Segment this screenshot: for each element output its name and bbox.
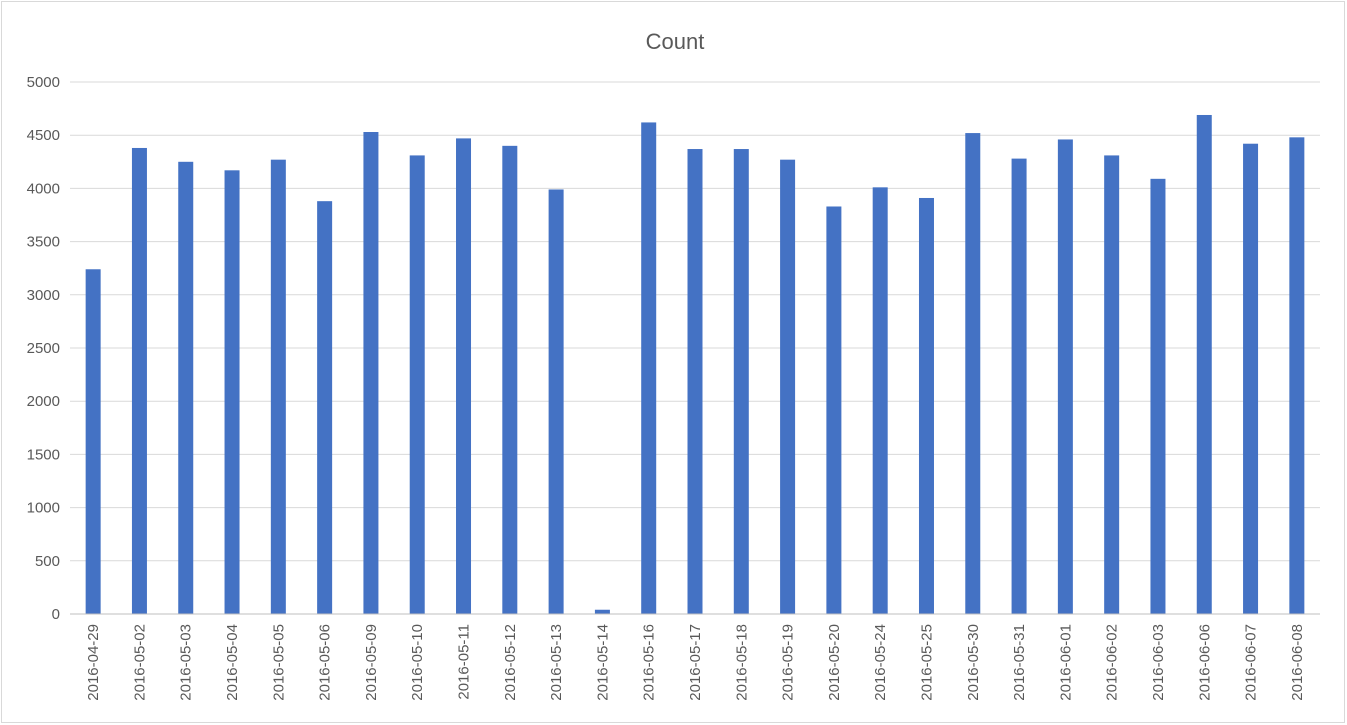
bar [131, 147, 147, 614]
x-tick-label: 2016-06-03 [1150, 624, 1167, 701]
bar [363, 132, 379, 614]
bar [317, 201, 333, 614]
x-tick-label: 2016-05-14 [594, 624, 611, 701]
y-tick-label: 0 [52, 606, 60, 623]
bar [548, 189, 564, 615]
y-tick-label: 5000 [27, 74, 60, 91]
bar [502, 145, 518, 614]
y-tick-label: 2000 [27, 393, 60, 410]
y-tick-label: 2500 [27, 340, 60, 357]
x-tick-label: 2016-05-17 [687, 624, 704, 701]
x-tick-label: 2016-05-19 [780, 624, 797, 701]
y-tick-label: 4500 [27, 127, 60, 144]
bar [224, 170, 240, 614]
bar [1011, 158, 1027, 614]
bar [1289, 137, 1305, 614]
bar [918, 197, 934, 614]
x-tick-label: 2016-05-13 [548, 624, 565, 701]
bar [641, 122, 657, 614]
bar [965, 133, 981, 614]
x-tick-label: 2016-05-03 [178, 624, 195, 701]
x-tick-label: 2016-05-10 [409, 624, 426, 701]
x-tick-label: 2016-05-12 [502, 624, 519, 701]
bar [1104, 155, 1120, 614]
bar [594, 609, 610, 614]
x-tick-label: 2016-05-09 [363, 624, 380, 701]
bars [85, 114, 1305, 615]
x-tick-label: 2016-05-24 [872, 624, 889, 701]
y-axis-tick-labels: 0 500 1000 1500 2000 2500 3000 3500 4000 4500 5000 [27, 74, 60, 623]
bar [1057, 139, 1073, 614]
x-tick-label: 2016-04-29 [85, 624, 102, 701]
bar [780, 159, 796, 614]
x-tick-label: 2016-05-30 [965, 624, 982, 701]
y-tick-label: 1500 [27, 446, 60, 463]
x-tick-label: 2016-05-31 [1011, 624, 1028, 701]
x-tick-label: 2016-05-25 [918, 624, 935, 701]
bar [826, 206, 842, 614]
bar [733, 149, 749, 615]
chart-title: Count [646, 29, 705, 54]
y-tick-label: 3000 [27, 287, 60, 304]
bar [178, 161, 194, 615]
bar [872, 187, 888, 614]
bar [687, 149, 703, 615]
x-tick-label: 2016-06-08 [1289, 624, 1306, 701]
y-tick-label: 3500 [27, 234, 60, 251]
x-tick-label: 2016-05-02 [131, 624, 148, 701]
x-tick-label: 2016-05-05 [270, 624, 287, 701]
x-tick-label: 2016-05-20 [826, 624, 843, 701]
bar [409, 155, 425, 614]
x-tick-label: 2016-05-18 [733, 624, 750, 701]
x-axis-tick-labels: 2016-04-29 2016-05-02 2016-05-03 2016-05-04… [85, 624, 1306, 701]
bar [85, 269, 101, 614]
bar [270, 159, 286, 614]
x-tick-label: 2016-06-02 [1104, 624, 1121, 701]
y-tick-label: 4000 [27, 180, 60, 197]
bar [456, 138, 472, 614]
x-tick-label: 2016-06-07 [1243, 624, 1260, 701]
x-tick-label: 2016-05-16 [641, 624, 658, 701]
bar [1196, 114, 1212, 614]
x-tick-label: 2016-05-06 [317, 624, 334, 701]
bar [1243, 143, 1259, 614]
y-tick-label: 1000 [27, 500, 60, 517]
bar [1150, 178, 1166, 614]
x-tick-label: 2016-05-11 [456, 624, 473, 700]
x-tick-label: 2016-05-04 [224, 624, 241, 701]
x-tick-label: 2016-06-06 [1196, 624, 1213, 701]
x-tick-label: 2016-06-01 [1057, 624, 1074, 701]
y-tick-label: 500 [35, 553, 60, 570]
